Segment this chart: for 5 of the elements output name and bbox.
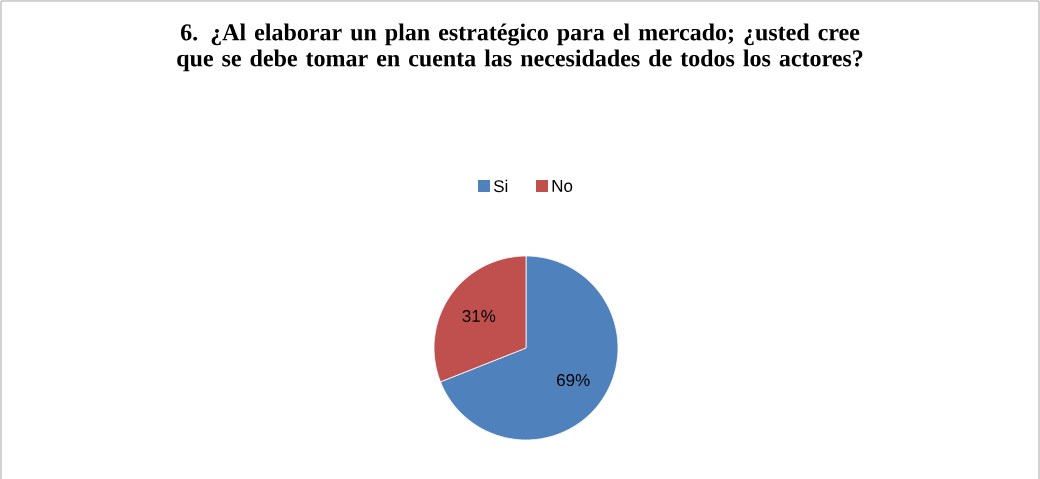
data-label: 69% [557,374,590,387]
legend-label: Si [493,179,508,193]
data-label: 31% [462,309,496,322]
chart-title: 6. ¿Al elaborar un plan estratégico para el mercado; ¿usted cree que se debe tomar en cuenta las necesidades de todos los actores? [177,23,863,72]
legend-label: No [552,180,573,192]
